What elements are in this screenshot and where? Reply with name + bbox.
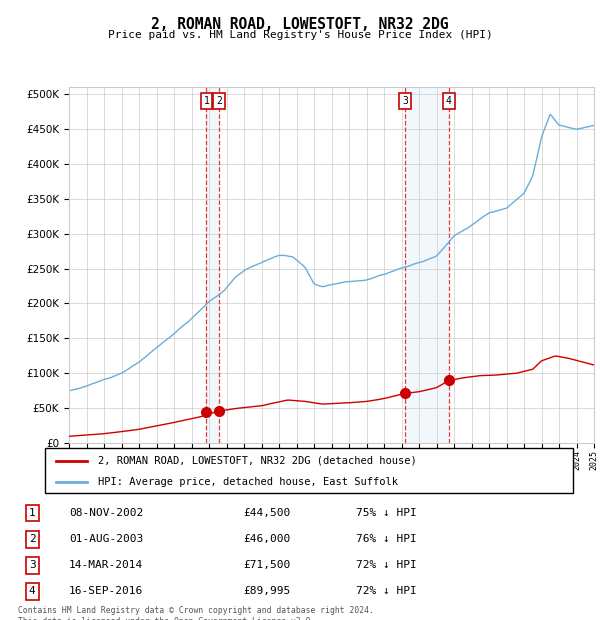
Text: 2: 2 bbox=[29, 534, 35, 544]
Text: 1: 1 bbox=[29, 508, 35, 518]
Text: 3: 3 bbox=[29, 560, 35, 570]
Text: £71,500: £71,500 bbox=[244, 560, 291, 570]
Text: 3: 3 bbox=[402, 95, 408, 106]
Text: 16-SEP-2016: 16-SEP-2016 bbox=[69, 587, 143, 596]
Text: 2, ROMAN ROAD, LOWESTOFT, NR32 2DG (detached house): 2, ROMAN ROAD, LOWESTOFT, NR32 2DG (deta… bbox=[98, 456, 416, 466]
Text: 01-AUG-2003: 01-AUG-2003 bbox=[69, 534, 143, 544]
Text: Contains HM Land Registry data © Crown copyright and database right 2024.
This d: Contains HM Land Registry data © Crown c… bbox=[18, 606, 374, 620]
Text: 2, ROMAN ROAD, LOWESTOFT, NR32 2DG: 2, ROMAN ROAD, LOWESTOFT, NR32 2DG bbox=[151, 17, 449, 32]
Text: 4: 4 bbox=[446, 95, 452, 106]
Text: HPI: Average price, detached house, East Suffolk: HPI: Average price, detached house, East… bbox=[98, 477, 398, 487]
Text: £44,500: £44,500 bbox=[244, 508, 291, 518]
Text: £89,995: £89,995 bbox=[244, 587, 291, 596]
Text: 2: 2 bbox=[216, 95, 222, 106]
Text: 4: 4 bbox=[29, 587, 35, 596]
Text: 75% ↓ HPI: 75% ↓ HPI bbox=[356, 508, 417, 518]
Text: 1: 1 bbox=[203, 95, 209, 106]
Bar bbox=[405, 87, 449, 443]
Text: 08-NOV-2002: 08-NOV-2002 bbox=[69, 508, 143, 518]
Bar bbox=[206, 87, 219, 443]
Text: 72% ↓ HPI: 72% ↓ HPI bbox=[356, 560, 417, 570]
Text: Price paid vs. HM Land Registry's House Price Index (HPI): Price paid vs. HM Land Registry's House … bbox=[107, 30, 493, 40]
Text: 14-MAR-2014: 14-MAR-2014 bbox=[69, 560, 143, 570]
Text: 72% ↓ HPI: 72% ↓ HPI bbox=[356, 587, 417, 596]
FancyBboxPatch shape bbox=[45, 448, 573, 493]
Text: £46,000: £46,000 bbox=[244, 534, 291, 544]
Text: 76% ↓ HPI: 76% ↓ HPI bbox=[356, 534, 417, 544]
